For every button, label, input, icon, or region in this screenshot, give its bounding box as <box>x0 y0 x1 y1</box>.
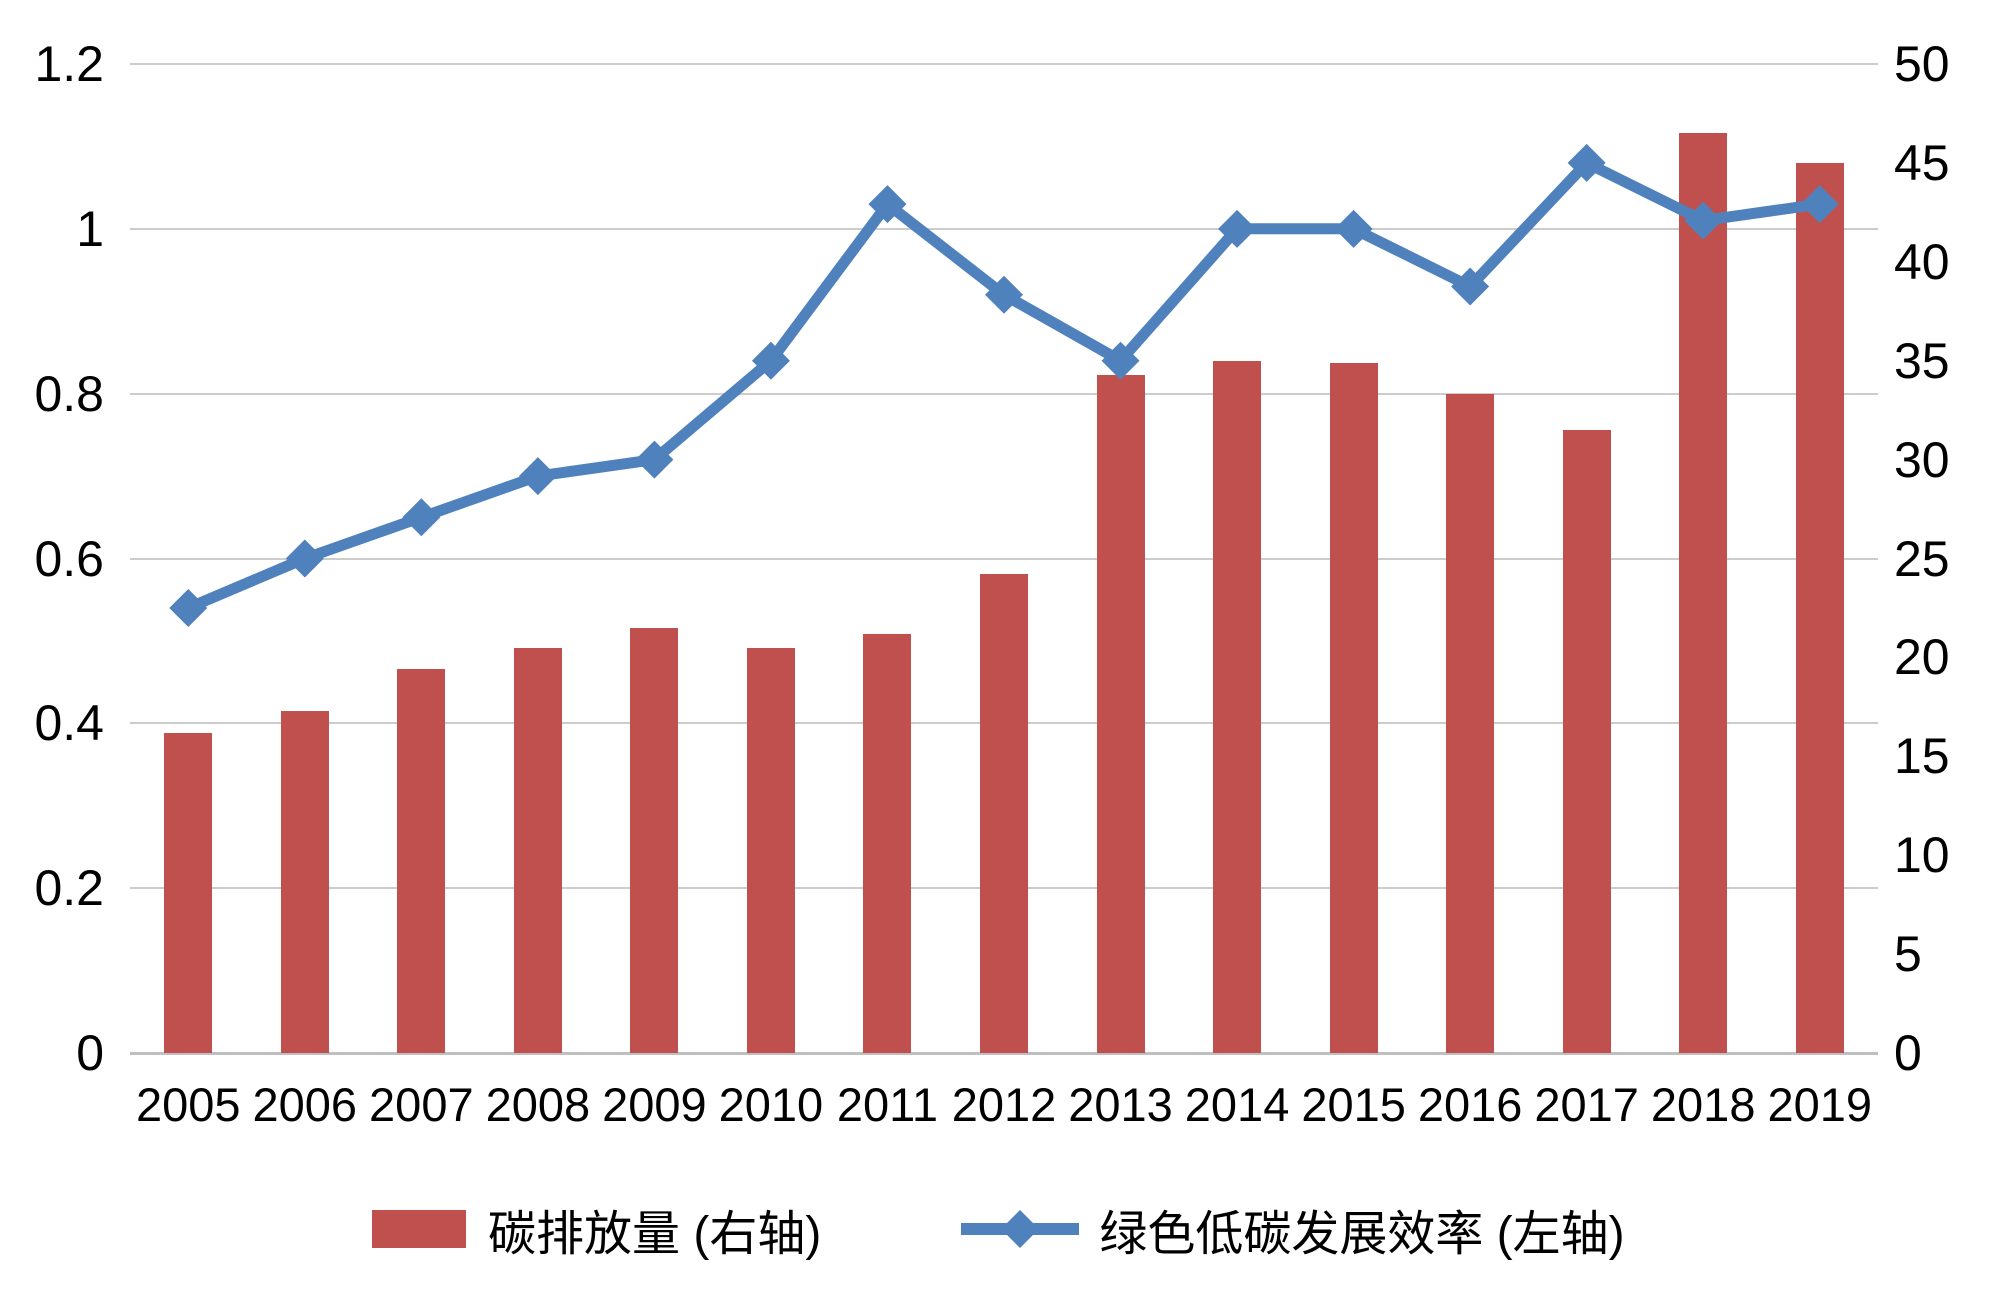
x-axis-label-2015: 2015 <box>1301 1078 1406 1131</box>
y-axis-left-label: 0.8 <box>34 365 104 422</box>
bar-2006 <box>280 710 329 1053</box>
y-axis-left-label: 0.4 <box>34 695 104 752</box>
x-axis-label-2010: 2010 <box>718 1078 824 1131</box>
x-axis-label-2011: 2011 <box>836 1078 938 1131</box>
x-axis-label-2016: 2016 <box>1417 1078 1523 1131</box>
x-axis-label-2009: 2009 <box>602 1078 707 1131</box>
line-marker-2009 <box>635 440 674 479</box>
y-axis-right-label: 10 <box>1894 827 1950 884</box>
x-axis-label-2006: 2006 <box>252 1078 358 1131</box>
line-marker-2016 <box>1451 267 1490 306</box>
gridline <box>130 63 1878 65</box>
x-axis-label-2014: 2014 <box>1184 1078 1290 1131</box>
y-axis-right-label: 25 <box>1894 530 1950 587</box>
bar-2005 <box>164 732 213 1053</box>
line-marker-2012 <box>985 275 1023 314</box>
line-marker-2017 <box>1567 143 1606 182</box>
y-axis-left-label: 1.2 <box>34 36 104 92</box>
bar-2017 <box>1562 429 1611 1053</box>
line-marker-2011 <box>868 185 907 224</box>
y-axis-left-label: 1 <box>76 200 104 257</box>
bar-2008 <box>513 647 562 1053</box>
y-axis-right-label: 45 <box>1894 134 1950 191</box>
y-axis-right-label: 5 <box>1894 926 1922 983</box>
x-axis-label-2005: 2005 <box>135 1078 241 1131</box>
bar-2019 <box>1795 162 1844 1053</box>
x-axis-label-2008: 2008 <box>485 1078 591 1131</box>
bar-2015 <box>1329 362 1378 1053</box>
y-axis-right-label: 40 <box>1894 233 1950 290</box>
gridline <box>130 392 1878 395</box>
gridline <box>130 227 1878 230</box>
bar-2011 <box>863 633 912 1053</box>
x-axis-label-2018: 2018 <box>1650 1078 1756 1131</box>
x-axis-label-2017: 2017 <box>1534 1078 1639 1131</box>
bar-2014 <box>1213 360 1262 1053</box>
bar-2007 <box>397 669 446 1053</box>
bar-2010 <box>746 647 795 1053</box>
bar-2018 <box>1679 133 1728 1053</box>
y-axis-right-label: 30 <box>1894 431 1950 488</box>
bar-2016 <box>1446 394 1495 1053</box>
y-axis-right-label: 35 <box>1894 332 1950 389</box>
line-marker-2010 <box>751 341 790 380</box>
y-axis-left-label: 0.2 <box>34 860 104 917</box>
bar-2012 <box>980 574 1028 1053</box>
x-axis-label-2012: 2012 <box>951 1078 1057 1131</box>
line-marker-2005 <box>169 588 208 627</box>
x-axis-label-2019: 2019 <box>1767 1078 1872 1131</box>
y-axis-left-label: 0 <box>76 1025 104 1081</box>
bar-2013 <box>1096 374 1145 1053</box>
line-marker-2007 <box>402 498 441 537</box>
y-axis-right-label: 15 <box>1894 728 1950 785</box>
gridline <box>130 557 1878 560</box>
legend-line-marker-icon <box>961 1210 1080 1248</box>
bar-2009 <box>630 627 679 1053</box>
y-axis-right-label: 0 <box>1894 1025 1922 1081</box>
legend-line-label: 绿色低碳发展效率 (左轴) <box>1099 1208 1625 1261</box>
x-axis-line <box>130 1052 1878 1055</box>
line-marker-2008 <box>518 457 557 496</box>
legend-bar-swatch <box>372 1210 466 1248</box>
legend: 碳排放量 (右轴) 绿色低碳发展效率 (左轴) <box>372 1198 1625 1261</box>
y-axis-right-label: 20 <box>1894 629 1950 686</box>
x-axis-label-2007: 2007 <box>369 1078 474 1131</box>
y-axis-left-label: 0.6 <box>34 530 104 587</box>
x-axis-label-2013: 2013 <box>1068 1078 1173 1131</box>
y-axis-right-label: 50 <box>1894 36 1950 92</box>
legend-bar-label: 碳排放量 (右轴) <box>488 1208 822 1261</box>
